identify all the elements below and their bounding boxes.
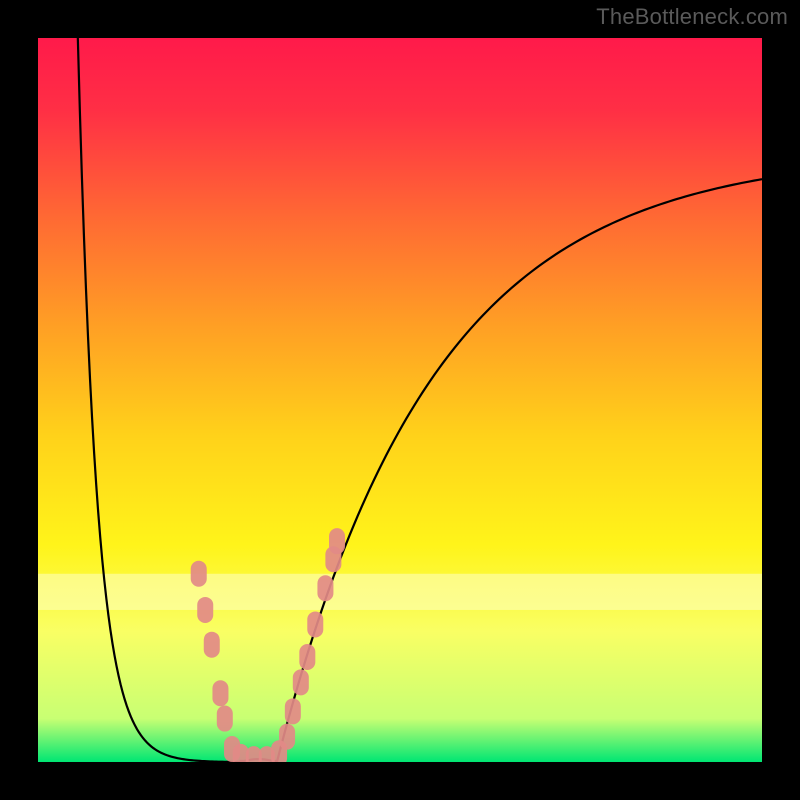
curve-marker: [204, 632, 220, 658]
curve-marker: [279, 724, 295, 750]
curve-marker: [191, 561, 207, 587]
chart-plot-area: [38, 38, 762, 762]
watermark-text: TheBottleneck.com: [596, 4, 788, 30]
chart-curve-layer: [38, 38, 762, 762]
curve-marker: [299, 644, 315, 670]
bottleneck-curve: [78, 38, 762, 762]
curve-marker: [307, 611, 323, 637]
curve-marker: [329, 528, 345, 554]
curve-marker: [293, 669, 309, 695]
curve-marker: [217, 706, 233, 732]
curve-marker: [197, 597, 213, 623]
curve-marker: [285, 698, 301, 724]
curve-marker: [212, 680, 228, 706]
curve-marker: [317, 575, 333, 601]
